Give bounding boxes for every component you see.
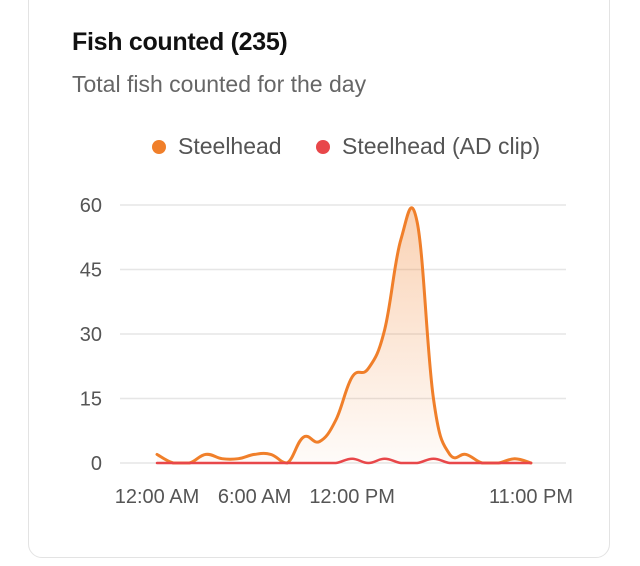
chart-legend: Steelhead Steelhead (AD clip) — [0, 133, 640, 163]
y-axis-labels: 0 15 30 45 60 — [80, 195, 102, 475]
legend-label-steelhead: Steelhead — [178, 133, 282, 159]
x-tick-label: 12:00 AM — [115, 486, 200, 508]
legend-item-steelhead-ad-clip[interactable]: Steelhead (AD clip) — [316, 133, 540, 160]
y-tick-label: 60 — [80, 195, 102, 217]
x-tick-label: 12:00 PM — [309, 486, 395, 508]
y-tick-label: 15 — [80, 389, 102, 411]
legend-label-steelhead-ad-clip: Steelhead (AD clip) — [342, 133, 541, 159]
series-line-steelhead — [155, 206, 533, 465]
x-axis-labels: 12:00 AM 6:00 AM 12:00 PM 11:00 PM — [115, 486, 573, 508]
x-tick-label: 6:00 AM — [218, 486, 291, 508]
y-tick-label: 45 — [80, 260, 102, 282]
legend-swatch-steelhead-ad-clip — [316, 139, 330, 154]
chart-title: Fish counted (235) — [72, 28, 288, 56]
chart-card — [28, 0, 610, 558]
legend-item-steelhead[interactable]: Steelhead — [152, 133, 282, 160]
series-line-steelhead-ad-clip — [155, 457, 533, 465]
series-area-steelhead — [157, 207, 531, 463]
series-group — [155, 206, 533, 465]
legend-swatch-steelhead — [152, 139, 166, 154]
chart-subtitle: Total fish counted for the day — [72, 71, 367, 97]
x-tick-label: 11:00 PM — [489, 486, 573, 508]
y-tick-label: 30 — [80, 324, 102, 346]
y-tick-label: 0 — [91, 453, 102, 475]
